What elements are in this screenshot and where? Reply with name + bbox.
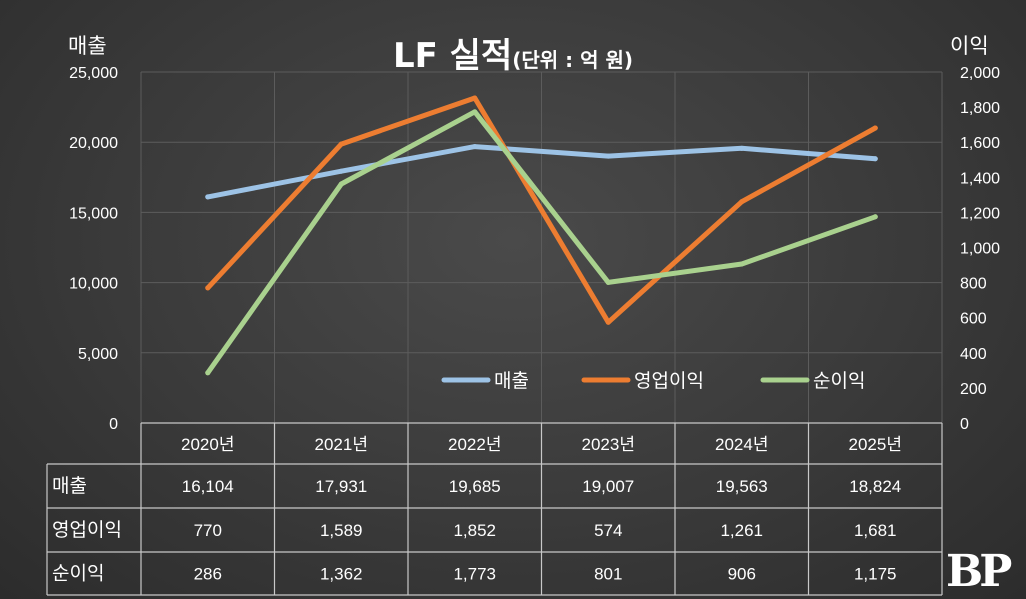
y-right-tick-label: 1,800 (960, 100, 1000, 117)
data-point-순이익 (338, 181, 344, 187)
data-point-매출 (872, 156, 878, 162)
y-right-tick-label: 1,000 (960, 241, 1000, 258)
table-cell: 19,563 (716, 477, 768, 496)
y-left-tick-label: 5,000 (78, 346, 118, 363)
x-category-label: 2023년 (582, 435, 635, 454)
table-cell: 1,362 (320, 565, 363, 584)
y-left-tick-label: 10,000 (69, 276, 118, 293)
y-right-tick-label: 2,000 (960, 65, 1000, 82)
data-point-순이익 (472, 109, 478, 115)
legend-label-영업이익: 영업이익 (634, 370, 704, 392)
table-cell: 286 (194, 565, 222, 584)
y-left-tick-label: 25,000 (69, 65, 118, 82)
y-left-axis-title: 매출 (68, 35, 107, 58)
series-line-순이익 (205, 109, 878, 376)
table-cell: 19,007 (582, 477, 634, 496)
table-cell: 16,104 (182, 477, 234, 496)
data-point-순이익 (739, 261, 745, 267)
data-point-매출 (472, 144, 478, 150)
table-cell: 1,852 (453, 521, 496, 540)
table-cell: 1,175 (854, 565, 897, 584)
data-point-영업이익 (472, 95, 478, 101)
table-row-label: 매출 (52, 475, 87, 497)
data-point-매출 (605, 153, 611, 159)
x-category-label: 2022년 (448, 435, 501, 454)
y-right-tick-label: 1,400 (960, 170, 1000, 187)
data-point-영업이익 (739, 199, 745, 205)
table-cell: 906 (728, 565, 756, 584)
data-point-순이익 (605, 279, 611, 285)
bp-logo: BP (946, 546, 1012, 597)
table-cell: 1,773 (453, 565, 496, 584)
table-cell: 1,681 (854, 521, 897, 540)
y-right-tick-label: 1,600 (960, 135, 1000, 152)
data-point-매출 (338, 168, 344, 174)
table-cell: 1,589 (320, 521, 363, 540)
chart-title-main: LF 실적 (392, 36, 513, 76)
table-cell: 18,824 (849, 477, 901, 496)
data-point-영업이익 (205, 285, 211, 291)
y-left-tick-label: 15,000 (69, 205, 118, 222)
table-cell: 574 (594, 521, 622, 540)
x-category-label: 2021년 (315, 435, 368, 454)
y-right-axis-title: 이익 (950, 35, 989, 58)
table-cell: 17,931 (315, 477, 367, 496)
chart-title: LF 실적(단위 : 억 원) (0, 28, 1026, 77)
y-right-tick-label: 200 (960, 381, 987, 398)
y-left-tick-label: 0 (109, 416, 118, 433)
y-right-tick-label: 600 (960, 311, 987, 328)
table-row-label: 순이익 (52, 563, 104, 585)
table-row-label: 영업이익 (52, 519, 122, 541)
x-category-label: 2020년 (181, 435, 234, 454)
data-point-영업이익 (338, 141, 344, 147)
data-point-영업이익 (605, 319, 611, 325)
data-point-순이익 (205, 370, 211, 376)
y-right-tick-label: 0 (960, 416, 969, 433)
data-point-순이익 (872, 214, 878, 220)
data-point-영업이익 (872, 125, 878, 131)
y-right-tick-label: 400 (960, 346, 987, 363)
y-right-tick-label: 800 (960, 276, 987, 293)
chart-title-unit: (단위 : 억 원) (512, 48, 634, 72)
data-point-매출 (205, 194, 211, 200)
series-line-영업이익 (205, 95, 878, 325)
x-category-label: 2025년 (849, 435, 902, 454)
table-cell: 801 (594, 565, 622, 584)
x-category-label: 2024년 (715, 435, 768, 454)
series-line-매출 (205, 144, 878, 200)
table-cell: 19,685 (449, 477, 501, 496)
table-cell: 770 (194, 521, 222, 540)
data-point-매출 (739, 145, 745, 151)
legend-label-순이익: 순이익 (813, 370, 865, 392)
y-left-tick-label: 20,000 (69, 135, 118, 152)
legend-label-매출: 매출 (494, 370, 529, 392)
table-cell: 1,261 (720, 521, 763, 540)
y-right-tick-label: 1,200 (960, 205, 1000, 222)
